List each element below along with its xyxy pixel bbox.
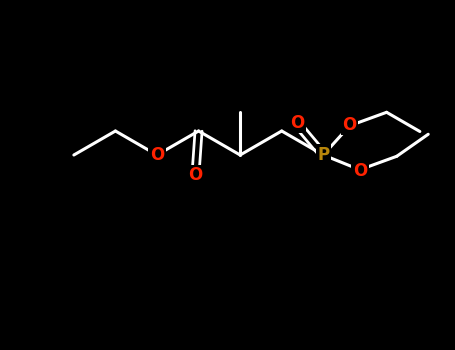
Text: O: O [353, 162, 367, 180]
Text: O: O [188, 166, 202, 184]
Text: O: O [290, 114, 304, 132]
Text: O: O [150, 146, 164, 164]
Text: O: O [343, 116, 357, 134]
Text: P: P [317, 146, 329, 164]
